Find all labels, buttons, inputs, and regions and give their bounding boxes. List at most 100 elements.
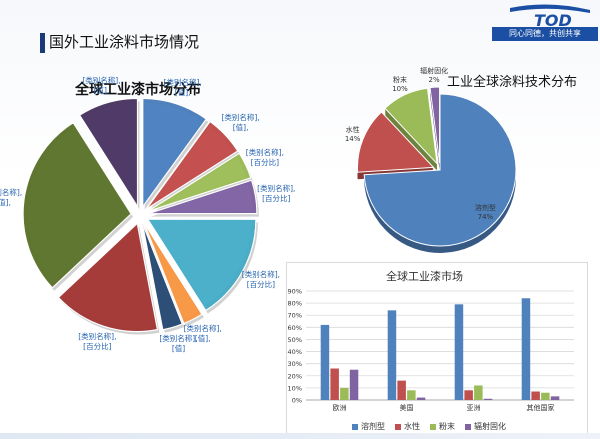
y-tick-label: 30% <box>288 360 302 368</box>
pie-slice <box>429 86 441 164</box>
pie-data-label: [类别名称],[值], <box>163 77 202 97</box>
bar <box>454 304 464 400</box>
pie-slice <box>141 223 184 331</box>
pie-label-value: 2% <box>428 76 440 85</box>
company-logo: TOD <box>510 4 590 30</box>
bar <box>387 310 397 400</box>
pie-data-label: [类别名称], [值] <box>159 333 198 353</box>
x-tick-label: 美国 <box>400 403 414 412</box>
legend-item: 水性 <box>395 421 420 432</box>
legend-swatch <box>352 423 358 430</box>
y-tick-label: 10% <box>288 384 302 392</box>
y-tick-label: 70% <box>288 312 302 320</box>
y-tick-label: 90% <box>288 288 302 296</box>
pie-slice <box>78 97 139 209</box>
bar <box>541 392 550 400</box>
pie-slice <box>143 222 203 325</box>
pie-data-label: [类别名称], [百分比] <box>241 269 281 289</box>
slide-title: 国外工业涂料市场情况 <box>49 33 200 51</box>
pie-slice <box>384 87 438 166</box>
pie-slice-highlight <box>63 223 155 328</box>
x-tick-label: 亚洲 <box>467 404 481 412</box>
pie-slice-highlight <box>146 126 233 209</box>
pie-slice <box>146 120 239 210</box>
logo-text: TOD <box>534 11 572 30</box>
x-tick-label: 欧洲 <box>333 403 347 412</box>
legend-swatch <box>430 423 436 430</box>
bar-chart-legend: 溶剂型 水性 粉末 辐射固化 <box>352 421 506 432</box>
bar-chart-title: 全球工业漆市场 <box>386 270 463 283</box>
y-tick-label: 40% <box>288 348 302 356</box>
pie-label-name: 溶剂型 <box>474 203 496 212</box>
bar <box>550 396 560 400</box>
bar <box>416 397 426 400</box>
pie-slice-highlight <box>142 102 203 207</box>
pie-slice <box>148 179 258 215</box>
pie-slice <box>146 218 257 312</box>
pie-label-name: 粉末 <box>392 75 407 84</box>
pie-slice <box>142 97 208 209</box>
pie-slice <box>147 152 252 212</box>
y-tick-label: 80% <box>288 300 302 308</box>
pie-data-label: [类别名称], [百分比] <box>78 332 117 352</box>
pie-label-value: 74% <box>477 212 494 221</box>
legend-item: 粉末 <box>430 421 455 432</box>
y-tick-label: 0% <box>292 397 302 405</box>
bar <box>340 387 349 400</box>
legend-item: 辐射固化 <box>465 421 506 432</box>
bar <box>330 368 339 400</box>
x-tick-label: 其他国家 <box>527 403 555 412</box>
bar <box>349 369 359 400</box>
pie-data-label: 水性 14% <box>333 126 373 144</box>
pie-slice-highlight <box>83 102 138 207</box>
bar <box>531 391 540 400</box>
bar <box>397 380 406 400</box>
pie-data-label: [类别名称],[值], <box>183 324 222 344</box>
pie-label-name: 辐射固化 <box>420 67 449 76</box>
pie-label-value: 14% <box>344 135 361 144</box>
bar <box>474 385 483 400</box>
pie-slice-highlight <box>27 127 132 284</box>
bar <box>407 390 416 400</box>
y-tick-label: 60% <box>288 324 302 332</box>
pie-slice <box>363 93 517 247</box>
legend-label: 溶剂型 <box>361 422 385 431</box>
pie-slice <box>57 222 159 333</box>
title-marker <box>40 33 45 53</box>
footer-strip <box>0 433 600 439</box>
left-pie-title: 全球工业漆市场分布 <box>75 82 201 98</box>
y-tick-label: 50% <box>288 336 302 344</box>
pie-data-label: 溶剂型 74% <box>465 204 505 222</box>
pie-slice <box>22 121 132 289</box>
pie-slice-highlight <box>142 223 179 326</box>
legend-label: 粉末 <box>439 422 455 431</box>
pie-label-name: 水性 <box>345 126 360 135</box>
legend-swatch <box>395 423 401 430</box>
pie-slice-highlight <box>148 157 247 212</box>
pie-data-label: 辐射固化 2% <box>414 67 454 85</box>
bar <box>521 298 531 400</box>
pie-data-label: [类别名称],[值], <box>221 113 260 133</box>
y-tick-label: 20% <box>288 372 302 380</box>
bar <box>464 390 473 400</box>
legend-label: 水性 <box>404 422 420 431</box>
right-pie-title: 工业全球涂料技术分布 <box>447 75 578 90</box>
bar <box>483 398 493 400</box>
pie-slice-highlight <box>144 223 198 319</box>
pie-data-label: 粉末 10% <box>380 76 420 94</box>
slogan-banner: 同心同德，共创共享 <box>492 27 598 41</box>
pie-label-value: 10% <box>392 84 408 93</box>
pie-data-label: [类别名称],[值], <box>82 76 121 96</box>
pie-slice <box>357 111 435 173</box>
bar <box>320 324 330 400</box>
pie-slice-highlight <box>147 219 252 306</box>
legend-swatch <box>465 423 471 430</box>
pie-slice-highlight <box>148 183 253 214</box>
pie-data-label: [类别名称], [百分比] <box>245 147 284 167</box>
pie-data-label: [类别名称],[值], <box>0 188 23 208</box>
pie-data-label: [类别名称], [百分比] <box>257 184 296 204</box>
